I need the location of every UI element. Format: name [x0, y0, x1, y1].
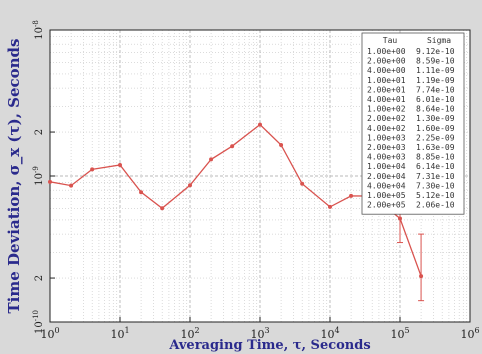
- y-tick-label: 10-10: [32, 310, 45, 334]
- x-tick-label: 101: [110, 326, 129, 341]
- legend-tau-value: 1.00e+01: [367, 76, 406, 85]
- y-axis-label: Time Deviation, σ_x (τ), Seconds: [5, 39, 23, 314]
- legend-tau-value: 1.00e+00: [367, 47, 406, 56]
- legend-tau-value: 2.00e+04: [367, 172, 406, 181]
- legend-sigma-value: 1.63e-09: [416, 143, 455, 152]
- data-point: [398, 216, 402, 221]
- data-point: [118, 162, 122, 167]
- x-tick-label: 100: [40, 326, 59, 341]
- legend-sigma-value: 1.30e-09: [416, 114, 455, 123]
- x-tick-label: 104: [320, 326, 339, 341]
- data-point: [258, 122, 262, 127]
- y-tick-label: 10-8: [32, 20, 45, 40]
- legend-sigma-value: 2.25e-09: [416, 133, 455, 142]
- legend-sigma-value: 7.31e-10: [416, 172, 455, 181]
- y-tick-label: 2: [34, 129, 45, 135]
- data-point: [90, 167, 95, 172]
- data-point: [69, 183, 74, 188]
- legend-sigma-value: 6.14e-10: [416, 162, 455, 171]
- legend-tau-value: 4.00e+04: [367, 181, 406, 190]
- data-point: [328, 204, 332, 209]
- x-tick-label: 102: [180, 326, 199, 341]
- legend-sigma-value: 9.12e-10: [416, 47, 455, 56]
- legend-tau-value: 2.00e+00: [367, 57, 406, 66]
- legend-tau-value: 1.00e+05: [367, 191, 406, 200]
- data-point: [419, 274, 424, 279]
- legend-tau-value: 2.00e+03: [367, 143, 406, 152]
- x-tick-label: 105: [390, 326, 409, 341]
- legend-header-tau: Tau: [383, 36, 398, 45]
- legend-header-sigma: Sigma: [427, 36, 451, 45]
- x-tick-label: 103: [250, 326, 269, 341]
- x-axis-label: Averaging Time, τ, Seconds: [168, 338, 370, 353]
- legend-tau-value: 2.00e+02: [367, 114, 406, 123]
- axis-ticks: 100 101 102 103 104 105 106 10-10 2 10-9 2 10-8: [32, 20, 480, 341]
- legend-sigma-value: 1.60e-09: [416, 124, 455, 133]
- legend-tau-value: 1.00e+02: [367, 105, 406, 114]
- y-tick-label: 2: [34, 275, 45, 281]
- data-point: [188, 183, 192, 188]
- legend-tau-value: 2.00e+01: [367, 85, 406, 94]
- data-point: [279, 143, 284, 148]
- y-tick-label: 10-9: [32, 166, 45, 186]
- legend: Tau Sigma 1.00e+00 9.12e-10 2.00e+00 8.59e-10…: [361, 32, 465, 215]
- legend-tau-value: 1.00e+04: [367, 162, 406, 171]
- legend-tau-value: 2.00e+05: [367, 201, 406, 210]
- data-point: [160, 206, 165, 211]
- data-point: [48, 179, 52, 184]
- legend-tau-value: 1.00e+03: [367, 133, 406, 142]
- data-point: [209, 157, 214, 162]
- legend-sigma-value: 2.06e-10: [416, 201, 455, 210]
- legend-sigma-value: 5.12e-10: [416, 191, 455, 200]
- legend-sigma-value: 1.11e-09: [416, 66, 455, 75]
- data-point: [349, 193, 354, 198]
- legend-box: [361, 32, 465, 215]
- legend-sigma-value: 8.64e-10: [416, 105, 455, 114]
- data-point: [230, 144, 235, 149]
- data-point: [139, 190, 144, 195]
- legend-tau-value: 4.00e+03: [367, 153, 406, 162]
- legend-sigma-value: 8.59e-10: [416, 57, 455, 66]
- legend-tau-value: 4.00e+02: [367, 124, 406, 133]
- legend-sigma-value: 7.30e-10: [416, 181, 455, 190]
- legend-sigma-value: 8.85e-10: [416, 153, 455, 162]
- x-tick-label: 106: [460, 326, 479, 341]
- legend-tau-value: 4.00e+01: [367, 95, 406, 104]
- legend-sigma-value: 1.19e-09: [416, 76, 455, 85]
- series: [48, 122, 425, 302]
- legend-tau-value: 4.00e+00: [367, 66, 406, 75]
- legend-sigma-value: 7.74e-10: [416, 85, 455, 94]
- data-point: [300, 181, 305, 186]
- legend-sigma-value: 6.01e-10: [416, 95, 455, 104]
